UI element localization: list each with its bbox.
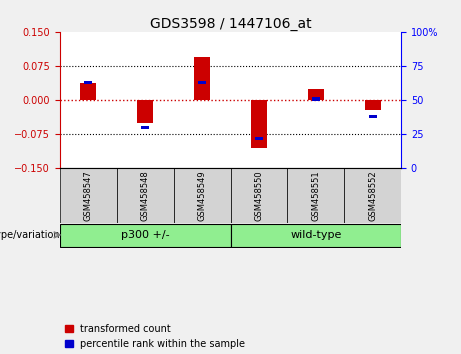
Bar bbox=[230, 169, 287, 223]
Bar bbox=[344, 169, 401, 223]
Bar bbox=[60, 169, 117, 223]
Legend: transformed count, percentile rank within the sample: transformed count, percentile rank withi… bbox=[65, 324, 245, 349]
Bar bbox=[194, 57, 210, 100]
Bar bbox=[365, 100, 381, 110]
Bar bbox=[308, 89, 324, 100]
Text: GSM458552: GSM458552 bbox=[368, 170, 377, 221]
Text: GSM458551: GSM458551 bbox=[311, 170, 320, 221]
Bar bbox=[230, 224, 401, 246]
Text: GSM458547: GSM458547 bbox=[84, 170, 93, 221]
Bar bbox=[255, 137, 263, 140]
Bar bbox=[117, 169, 174, 223]
Text: genotype/variation: genotype/variation bbox=[0, 230, 60, 240]
Bar bbox=[174, 169, 230, 223]
Text: p300 +/-: p300 +/- bbox=[121, 230, 170, 240]
Bar bbox=[287, 169, 344, 223]
Bar bbox=[60, 224, 230, 246]
Bar bbox=[251, 100, 267, 148]
Bar bbox=[84, 81, 92, 84]
Text: wild-type: wild-type bbox=[290, 230, 342, 240]
Bar bbox=[369, 115, 377, 118]
Bar bbox=[137, 100, 153, 123]
Bar bbox=[198, 81, 206, 84]
Text: GSM458548: GSM458548 bbox=[141, 170, 150, 221]
Bar bbox=[141, 126, 149, 129]
Bar bbox=[80, 83, 96, 100]
Text: GSM458550: GSM458550 bbox=[254, 170, 263, 221]
Title: GDS3598 / 1447106_at: GDS3598 / 1447106_at bbox=[150, 17, 311, 31]
Text: GSM458549: GSM458549 bbox=[198, 170, 207, 221]
Bar bbox=[312, 97, 320, 101]
